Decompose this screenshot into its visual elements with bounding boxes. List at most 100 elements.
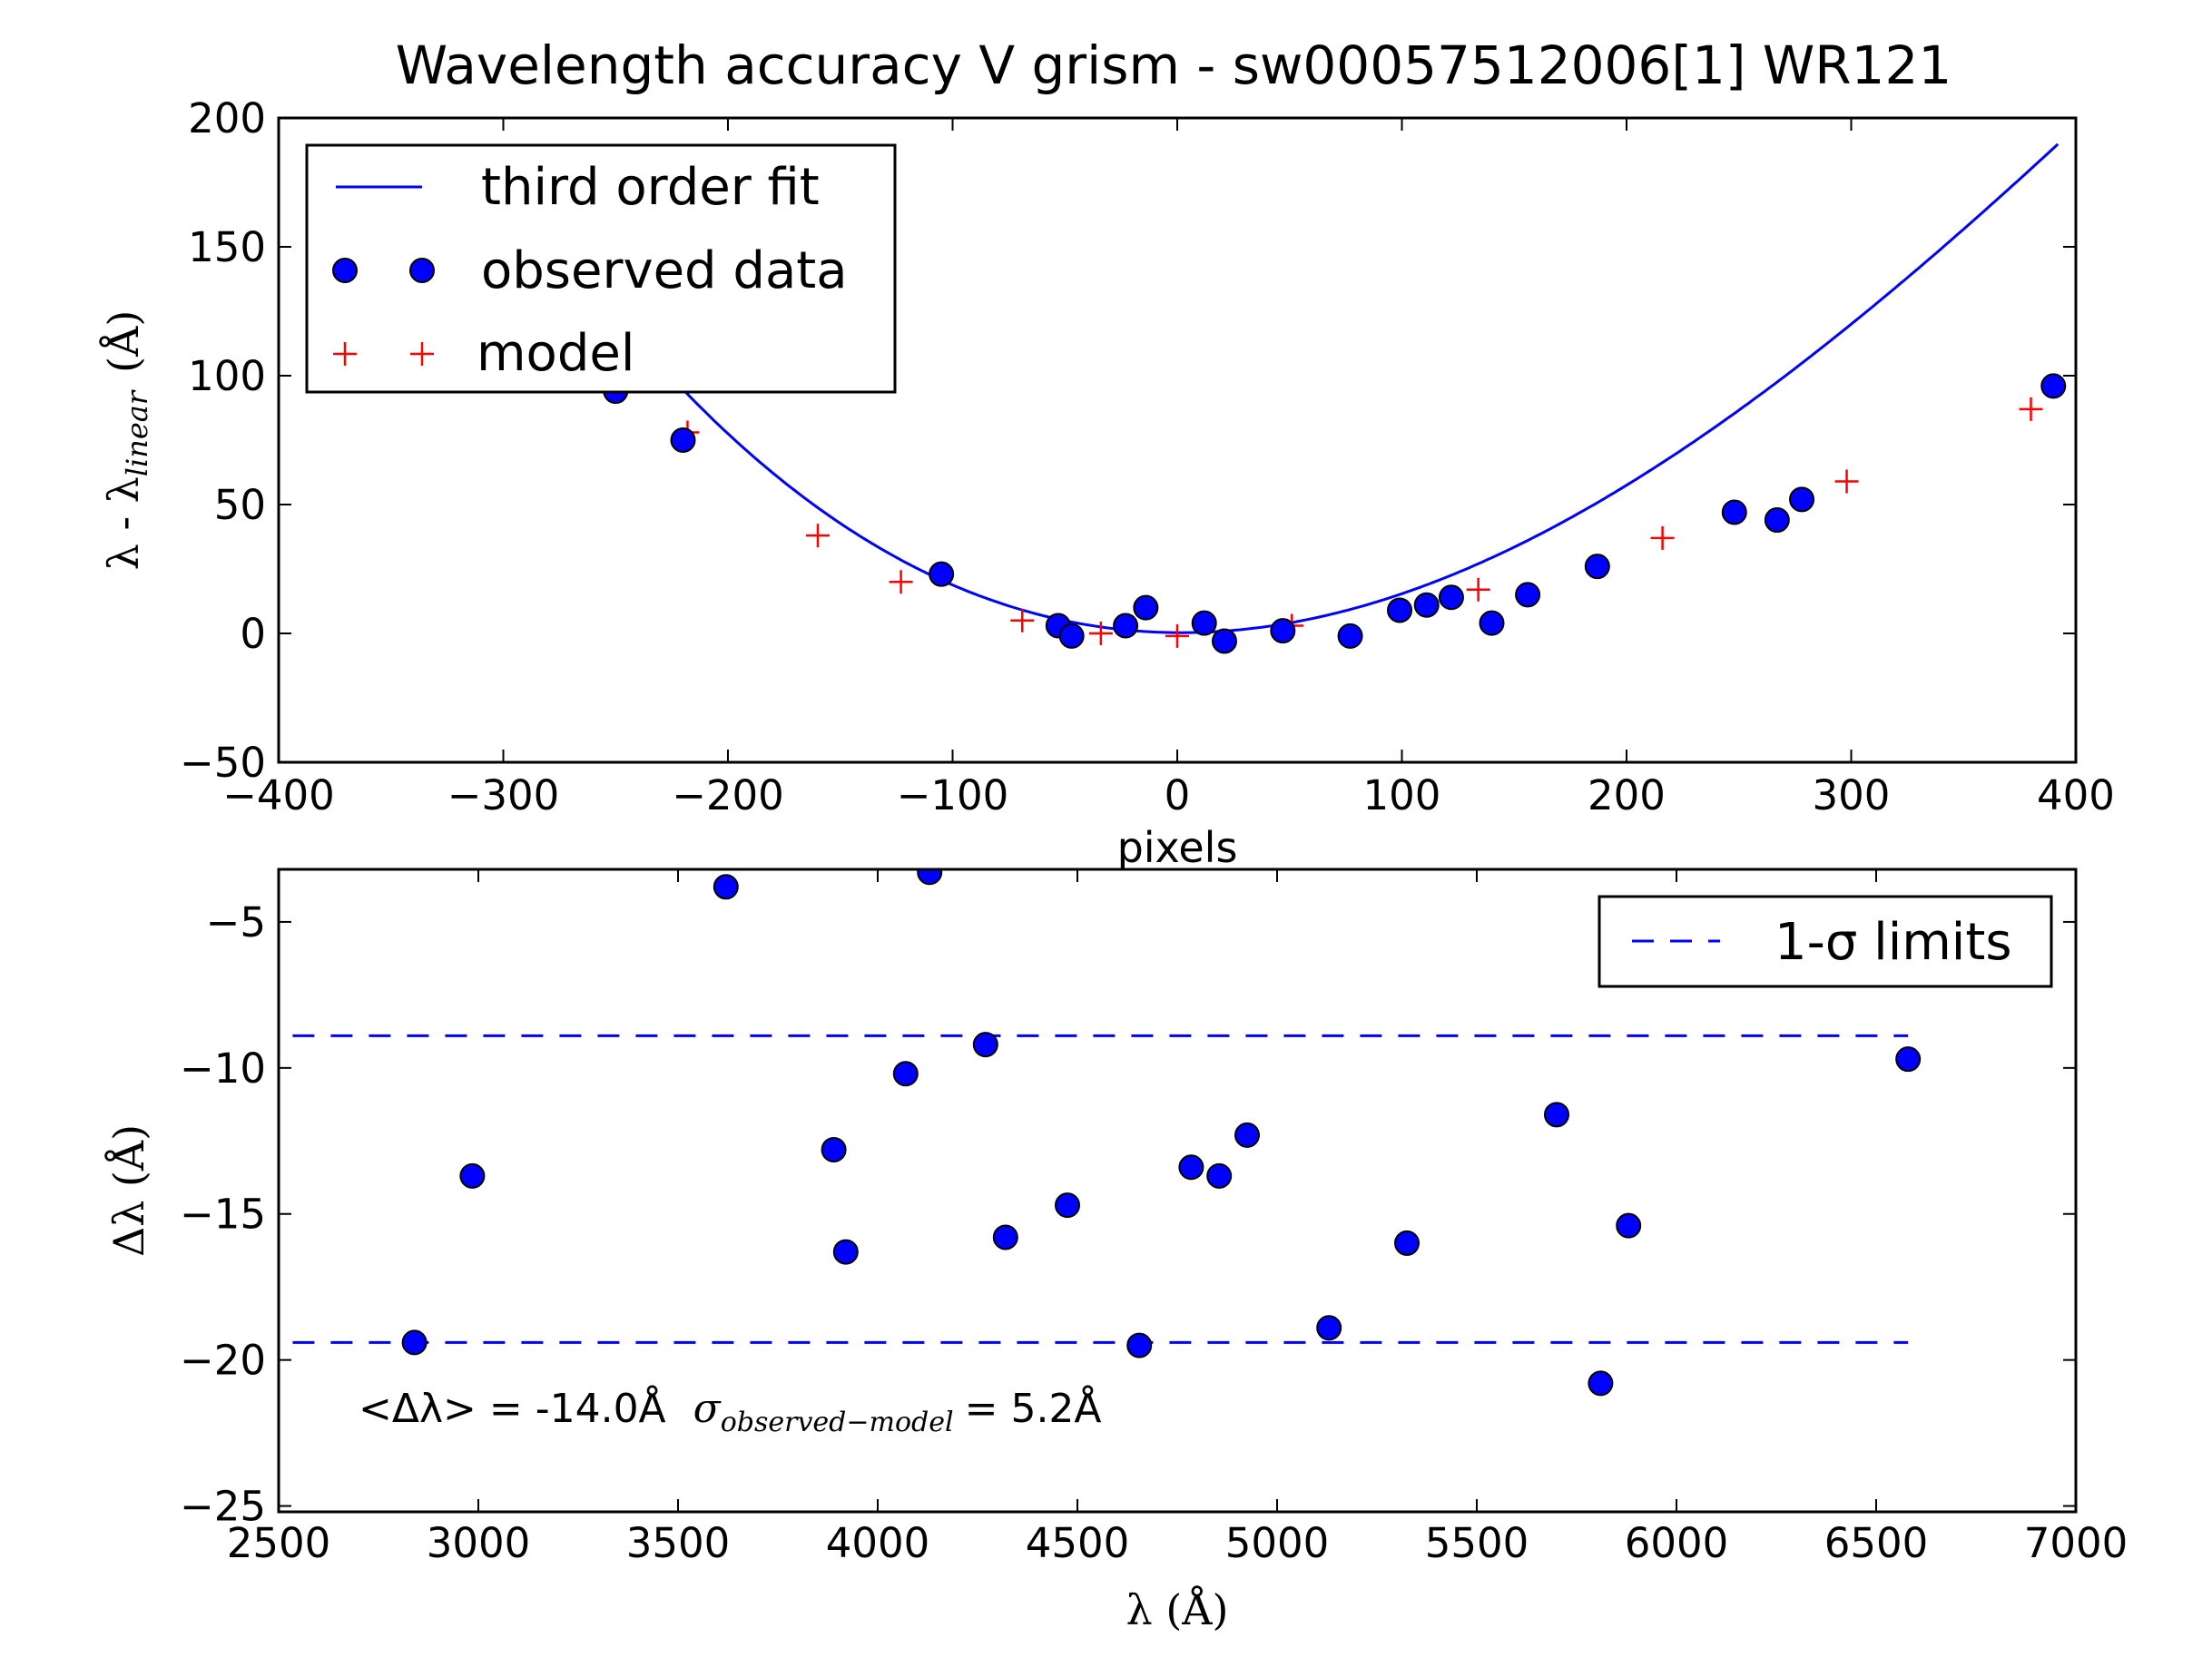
observed-point (1413, 592, 1440, 618)
mean-offset-text: <Δλ> = -14.0Å (359, 1384, 666, 1432)
model-point (889, 570, 913, 594)
top-x-tick-label: 300 (1813, 771, 1891, 819)
bottom-y-tick-label: −10 (180, 1044, 266, 1093)
model-point (806, 524, 830, 548)
top-y-label-unit: (Å) (98, 310, 148, 373)
observed-point (1211, 628, 1237, 654)
residual-points-layer (401, 869, 1922, 1397)
model-point (1834, 469, 1859, 494)
top-chart-panel: −400 −300 −200 −100 0 100 200 300 400 −50 0 50 100 15… (98, 94, 2115, 872)
top-y-tick-label: 100 (188, 352, 266, 400)
sigma-limit-lines-layer (292, 1034, 1909, 1344)
residual-point (1588, 1370, 1614, 1397)
bottom-x-tick-label: 4500 (1026, 1519, 1130, 1567)
top-legend: third order fit observed data model (305, 143, 897, 394)
observed-points-layer (603, 373, 2067, 654)
residual-point (1544, 1102, 1569, 1128)
residual-point (1126, 1332, 1153, 1358)
observed-point (2040, 373, 2067, 399)
model-point (1010, 608, 1035, 632)
bottom-x-tick-label: 7000 (2024, 1519, 2128, 1567)
bottom-y-tick-label: −5 (206, 898, 266, 946)
top-y-label-sub: linear (120, 389, 154, 476)
bottom-x-tick-label: 3500 (626, 1519, 731, 1567)
top-x-tick-label: 100 (1363, 771, 1441, 819)
observed-point (929, 561, 955, 587)
legend-observed-swatch-2 (409, 258, 435, 283)
observed-point (1764, 507, 1790, 534)
observed-point (670, 427, 696, 453)
bottom-y-tick-label: −15 (180, 1191, 266, 1239)
observed-point (1133, 594, 1159, 621)
observed-point (1584, 554, 1610, 580)
residual-point (1394, 1230, 1420, 1256)
residual-point (1616, 1212, 1642, 1239)
bottom-x-tick-label: 4000 (826, 1519, 930, 1567)
legend-model-label: model (477, 324, 634, 383)
model-point (1466, 577, 1490, 602)
residual-point (832, 1239, 859, 1265)
residual-point (1206, 1162, 1233, 1189)
legend-limits-label: 1-σ limits (1775, 913, 2012, 972)
bottom-legend: 1-σ limits (1598, 895, 2053, 988)
top-x-tick-label: −400 (222, 771, 335, 819)
top-y-tick-label: −50 (180, 739, 266, 787)
bottom-y-tick-label: −25 (180, 1483, 266, 1531)
legend-observed-label: observed data (481, 241, 848, 300)
bottom-x-tick-label: 6500 (1824, 1519, 1929, 1567)
bottom-plot-frame (277, 868, 2078, 1514)
bottom-x-tick-label: 2500 (227, 1519, 331, 1567)
top-y-tick-label: 150 (188, 223, 266, 271)
top-x-tick-label: 0 (1165, 771, 1191, 819)
model-point (2019, 397, 2043, 421)
bottom-x-axis-label: λ (Å) (1126, 1584, 1229, 1634)
top-axis-ticks: −400 −300 −200 −100 0 100 200 300 400 −50 0 50 100 15… (180, 94, 2115, 819)
top-y-axis-label: λ - λlinear (Å) (98, 310, 154, 571)
residual-point (459, 1162, 486, 1189)
observed-point (1479, 610, 1505, 636)
top-x-tick-label: −200 (672, 771, 784, 819)
residual-point (401, 1329, 428, 1356)
legend-model-swatch-1 (333, 342, 357, 366)
bottom-axis-ticks: 2500 3000 3500 4000 4500 5000 5500 6000 6500 7000… (180, 869, 2128, 1567)
stats-annotation: <Δλ> = -14.0Å σobserved−model = 5.2Å (359, 1384, 1102, 1438)
top-y-tick-label: 0 (240, 610, 266, 658)
figure-title: Wavelength accuracy V grism - sw00057512… (396, 34, 1952, 96)
bottom-x-tick-label: 5500 (1425, 1519, 1529, 1567)
top-y-tick-label: 200 (188, 94, 266, 142)
top-x-tick-label: 200 (1588, 771, 1666, 819)
model-points-layer (675, 397, 2043, 648)
legend-fit-label: third order fit (481, 158, 820, 217)
residual-point (917, 869, 943, 886)
observed-point (1721, 499, 1747, 525)
model-point (1088, 622, 1113, 645)
model-point (1650, 525, 1675, 550)
observed-point (1058, 623, 1085, 649)
residual-point (821, 1136, 847, 1162)
bottom-x-tick-label: 5000 (1225, 1519, 1330, 1567)
sigma-value-text: = 5.2Å (965, 1384, 1102, 1432)
residual-point (1234, 1122, 1260, 1148)
bottom-y-tick-label: −20 (180, 1337, 266, 1385)
top-y-tick-label: 50 (214, 481, 266, 529)
residual-point (713, 874, 739, 900)
bottom-x-tick-label: 3000 (427, 1519, 531, 1567)
legend-model-swatch-2 (410, 342, 434, 366)
model-point (1165, 623, 1189, 648)
bottom-y-axis-label: Δλ (Å) (103, 1124, 153, 1257)
residual-point (892, 1061, 919, 1087)
top-y-label-main: λ - λ (99, 476, 148, 570)
top-x-axis-label: pixels (1117, 823, 1238, 872)
top-x-tick-label: −100 (897, 771, 1009, 819)
residual-point (1055, 1192, 1080, 1219)
residual-point (1316, 1315, 1342, 1341)
observed-point (1438, 584, 1464, 611)
bottom-x-tick-label: 6000 (1625, 1519, 1729, 1567)
residual-point (972, 1032, 998, 1058)
observed-point (1789, 486, 1815, 513)
bottom-chart-panel: 2500 3000 3500 4000 4500 5000 5500 6000 6500 7000… (103, 868, 2128, 1634)
sigma-subscript: observed−model (721, 1407, 954, 1438)
sigma-symbol: σ (693, 1386, 723, 1432)
residual-point (1178, 1154, 1204, 1181)
